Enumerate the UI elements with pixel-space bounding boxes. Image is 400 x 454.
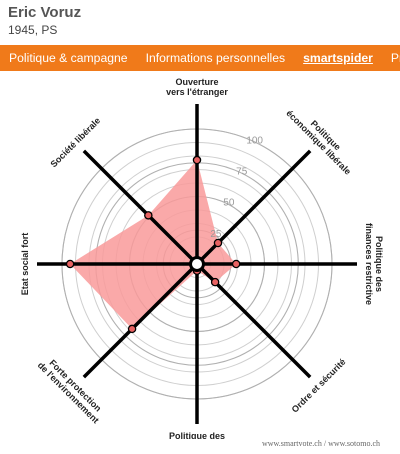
axis-line [82,262,199,379]
center-ring-inner [192,259,202,269]
candidate-name: Eric Voruz [8,4,82,21]
axis-label: Politique desmigrations restrictive [151,431,243,439]
value-dot [65,259,75,269]
profile-area [70,160,237,329]
value-dot [231,259,241,269]
scale-label: 50 [223,198,235,209]
scale-label: 75 [236,166,248,177]
value-dot [210,277,220,287]
tab-politique-campagne[interactable]: Politique & campagne [9,51,128,65]
axis-label: Politique desfinances restrictive [364,223,384,305]
axis-label: Etat social fort [20,233,30,296]
tab-profil[interactable]: Profil [390,51,400,65]
axis-line [195,149,312,266]
candidate-header: Eric Voruz 1945, PS [0,0,400,44]
tab-informations-personnelles[interactable]: Informations personnelles [145,51,286,65]
tab-smartspider[interactable]: smartspider [303,51,373,65]
axis-label: Ouverture vers l'étranger [166,77,228,97]
value-dot [192,155,202,165]
axis-line [82,149,199,266]
footer-credits: www.smartvote.ch / www.sotomo.ch [261,439,380,448]
value-dot [144,211,153,220]
scale-label: 25 [210,229,222,240]
smartspider-chart: 25 50 75 100 Ouverture vers l'étranger Politiq… [20,77,384,439]
candidate-info: 1945, PS [8,23,58,37]
value-dot [127,324,137,334]
tab-bar: Politique & campagne Informations person… [0,45,400,71]
value-dot [213,238,223,248]
scale-label: 100 [246,135,263,146]
